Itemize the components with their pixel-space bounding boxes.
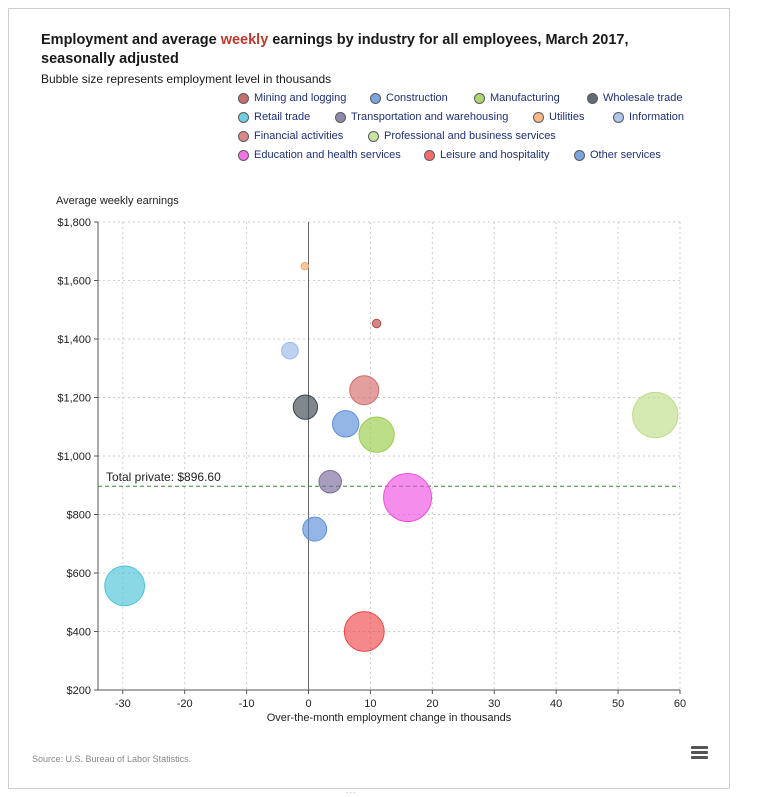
legend-marker (238, 111, 249, 123)
legend-label: Utilities (549, 111, 585, 123)
legend-item-financial-activities[interactable]: Financial activities (238, 130, 343, 142)
legend-marker (238, 92, 249, 104)
legend-marker (587, 92, 598, 104)
hamburger-menu-icon[interactable] (691, 746, 708, 760)
legend-item-construction[interactable]: Construction (370, 92, 448, 104)
legend-label: Wholesale trade (603, 92, 683, 104)
legend-item-education-and-health-services[interactable]: Education and health services (238, 149, 401, 161)
stray-text: - - - (346, 790, 356, 796)
legend-label: Leisure and hospitality (440, 149, 550, 161)
legend-item-wholesale-trade[interactable]: Wholesale trade (587, 92, 683, 104)
legend-item-information[interactable]: Information (613, 111, 684, 123)
legend-marker (238, 130, 249, 142)
legend-label: Manufacturing (490, 92, 560, 104)
source-note: Source: U.S. Bureau of Labor Statistics. (32, 754, 192, 764)
legend-label: Education and health services (254, 149, 401, 161)
legend-item-professional-and-business-services[interactable]: Professional and business services (368, 130, 556, 142)
legend-item-retail-trade[interactable]: Retail trade (238, 111, 310, 123)
legend-marker (613, 111, 624, 123)
legend-item-manufacturing[interactable]: Manufacturing (474, 92, 560, 104)
legend-item-leisure-and-hospitality[interactable]: Leisure and hospitality (424, 149, 549, 161)
title-highlight: weekly (220, 32, 269, 48)
chart-subtitle: Bubble size represents employment level … (41, 72, 332, 86)
chart-title: Employment and average weekly earnings b… (41, 31, 661, 69)
legend-label: Transportation and warehousing (351, 111, 509, 123)
legend-label: Mining and logging (254, 92, 347, 104)
legend-marker (370, 92, 381, 104)
legend-marker (335, 111, 346, 123)
legend-marker (574, 149, 585, 161)
legend-label: Retail trade (254, 111, 311, 123)
legend-item-transportation-and-warehousing[interactable]: Transportation and warehousing (335, 111, 508, 123)
legend-marker (368, 130, 379, 142)
legend-item-utilities[interactable]: Utilities (533, 111, 584, 123)
chart-container (8, 8, 730, 789)
x-axis-label: Over-the-month employment change in thou… (266, 712, 512, 724)
legend-marker (533, 111, 544, 123)
title-prefix: Employment and average (41, 32, 221, 48)
legend-marker (474, 92, 485, 104)
legend-label: Professional and business services (384, 130, 556, 142)
legend-label: Construction (386, 92, 448, 104)
legend-label: Financial activities (254, 130, 344, 142)
legend-item-other-services[interactable]: Other services (574, 149, 661, 161)
legend-label: Other services (590, 149, 661, 161)
legend-marker (238, 149, 249, 161)
y-axis-label: Average weekly earnings (56, 195, 179, 207)
legend-label: Information (629, 111, 685, 123)
legend-marker (424, 149, 435, 161)
title-suffix: earnings by industry for all employees, … (41, 32, 629, 67)
legend-item-mining-and-logging[interactable]: Mining and logging (238, 92, 346, 104)
